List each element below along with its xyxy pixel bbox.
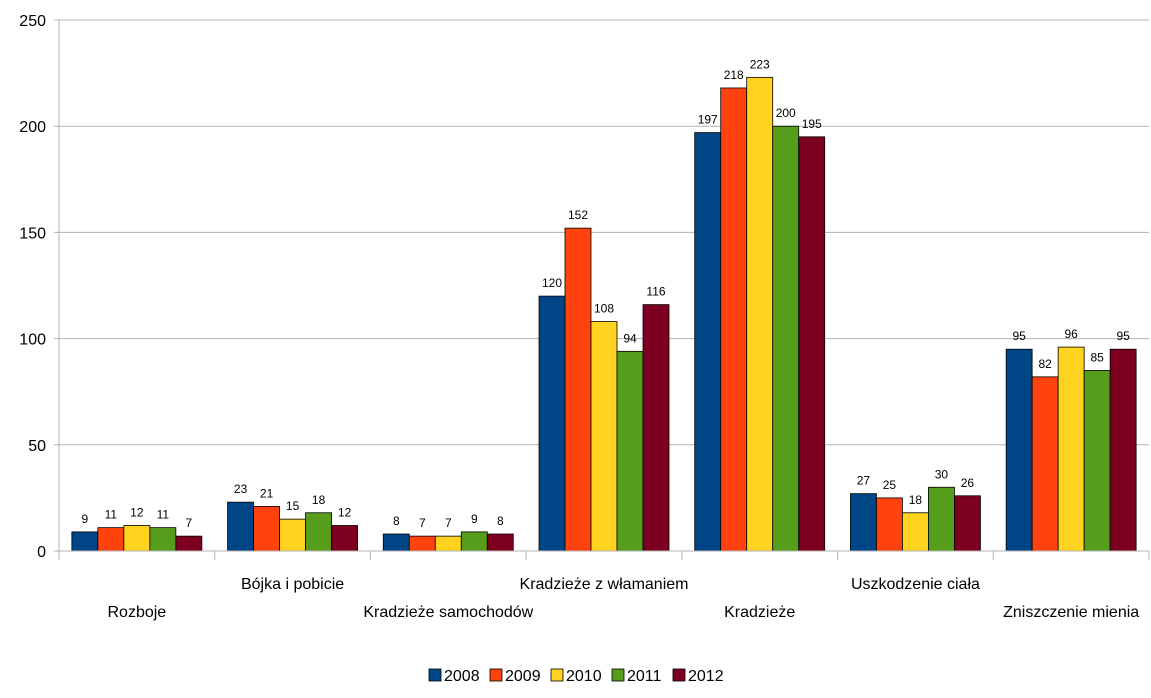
- data-label: 195: [802, 117, 822, 131]
- data-label: 11: [105, 508, 118, 522]
- data-label: 116: [646, 285, 665, 299]
- bar-2010-5: [902, 512, 929, 552]
- bar-2012-0: [175, 535, 203, 552]
- legend-label-2009: 2009: [505, 668, 541, 685]
- data-label: 18: [909, 493, 923, 507]
- bar-2008-6: [1005, 348, 1033, 552]
- bar-2009-5: [876, 497, 903, 552]
- bar-2012-5: [954, 495, 981, 552]
- legend-label-2010: 2010: [566, 668, 602, 685]
- bar-2009-3: [564, 227, 592, 552]
- bar-2010-4: [746, 76, 774, 552]
- bar-2009-4: [720, 87, 748, 552]
- y-tick-label: 150: [19, 225, 46, 242]
- y-axis: 0 50 100 150 200 250: [19, 13, 60, 561]
- category-label: Bójka i pobicie: [241, 576, 344, 593]
- data-label: 30: [935, 467, 949, 481]
- bar-2010-0: [123, 525, 151, 552]
- bars: [71, 76, 1137, 552]
- bar-2010-6: [1057, 346, 1085, 552]
- data-label: 7: [419, 516, 426, 530]
- bar-2009-2: [408, 535, 436, 552]
- data-label: 108: [594, 302, 614, 316]
- category-label: Kradzieże: [724, 604, 795, 621]
- data-label: 82: [1038, 357, 1052, 371]
- data-label: 95: [1012, 329, 1026, 343]
- category-label: Kradzieże z włamaniem: [520, 576, 689, 593]
- bar-2012-6: [1109, 348, 1137, 552]
- category-label: Zniszczenie mienia: [1003, 604, 1139, 621]
- category-label: Kradzieże samochodów: [363, 604, 533, 621]
- bar-2011-2: [460, 531, 488, 552]
- bar-2008-2: [382, 533, 410, 552]
- bar-2010-3: [590, 321, 618, 552]
- data-label: 23: [234, 482, 248, 496]
- data-label: 85: [1090, 350, 1104, 364]
- bar-2008-4: [694, 132, 722, 552]
- data-label: 223: [750, 57, 770, 71]
- data-label: 25: [883, 478, 897, 492]
- bar-2008-0: [71, 531, 99, 552]
- data-label: 9: [82, 512, 89, 526]
- bar-2008-3: [538, 295, 566, 552]
- category-label: Uszkodzenie ciała: [851, 576, 980, 593]
- bar-2012-3: [642, 304, 670, 552]
- legend-swatch-2010: [550, 668, 564, 682]
- legend: 2008 2009 2010 2011 2012: [428, 668, 724, 685]
- data-label: 96: [1064, 327, 1078, 341]
- data-label: 26: [961, 476, 975, 490]
- bar-2011-4: [772, 125, 800, 552]
- legend-label-2012: 2012: [688, 668, 724, 685]
- y-tick-label: 250: [19, 13, 46, 30]
- data-label: 12: [338, 506, 352, 520]
- data-label: 12: [130, 506, 144, 520]
- data-label: 15: [286, 499, 300, 513]
- data-labels: 9 11 12 11 7 23 21 15 18 12 8 7 7 9 8 120 152 108 94 116 197…: [82, 57, 1131, 530]
- data-label: 197: [698, 113, 718, 127]
- data-label: 7: [445, 516, 452, 530]
- data-label: 95: [1116, 329, 1130, 343]
- data-label: 7: [186, 516, 193, 530]
- bar-2011-1: [305, 512, 332, 552]
- data-label: 21: [260, 486, 274, 500]
- y-tick-label: 50: [28, 438, 46, 455]
- bar-2011-6: [1083, 370, 1111, 552]
- bar-2012-2: [486, 533, 514, 552]
- y-tick-label: 200: [19, 119, 46, 136]
- bar-2011-3: [616, 350, 644, 552]
- legend-label-2011: 2011: [627, 668, 662, 685]
- category-label: Rozboje: [108, 604, 167, 621]
- bar-2011-0: [149, 527, 177, 552]
- legend-label-2008: 2008: [444, 668, 480, 685]
- legend-swatch-2009: [489, 668, 503, 682]
- bar-2010-2: [434, 535, 462, 552]
- bar-2009-6: [1031, 376, 1059, 552]
- data-label: 94: [623, 331, 637, 345]
- bar-2011-5: [928, 486, 955, 552]
- bar-2008-1: [227, 501, 254, 552]
- bar-2012-1: [331, 525, 358, 552]
- legend-swatch-2011: [611, 668, 625, 682]
- data-label: 152: [568, 208, 588, 222]
- data-label: 9: [471, 512, 478, 526]
- data-label: 8: [497, 514, 504, 528]
- x-axis: Rozboje Bójka i pobicie Kradzieże samochod…: [58, 550, 1150, 621]
- data-label: 27: [857, 474, 871, 488]
- bar-2010-1: [279, 518, 306, 552]
- legend-swatch-2008: [428, 668, 442, 682]
- bar-2008-5: [850, 493, 877, 552]
- bar-2009-0: [97, 527, 125, 552]
- data-label: 18: [312, 493, 326, 507]
- bar-2009-1: [253, 505, 280, 552]
- bar-2012-4: [798, 136, 826, 552]
- data-label: 120: [542, 276, 562, 290]
- y-tick-label: 100: [19, 332, 46, 349]
- y-tick-label: 0: [37, 544, 46, 561]
- data-label: 8: [393, 514, 400, 528]
- data-label: 218: [724, 68, 744, 82]
- legend-swatch-2012: [672, 668, 686, 682]
- data-label: 11: [157, 508, 170, 522]
- data-label: 200: [776, 106, 796, 120]
